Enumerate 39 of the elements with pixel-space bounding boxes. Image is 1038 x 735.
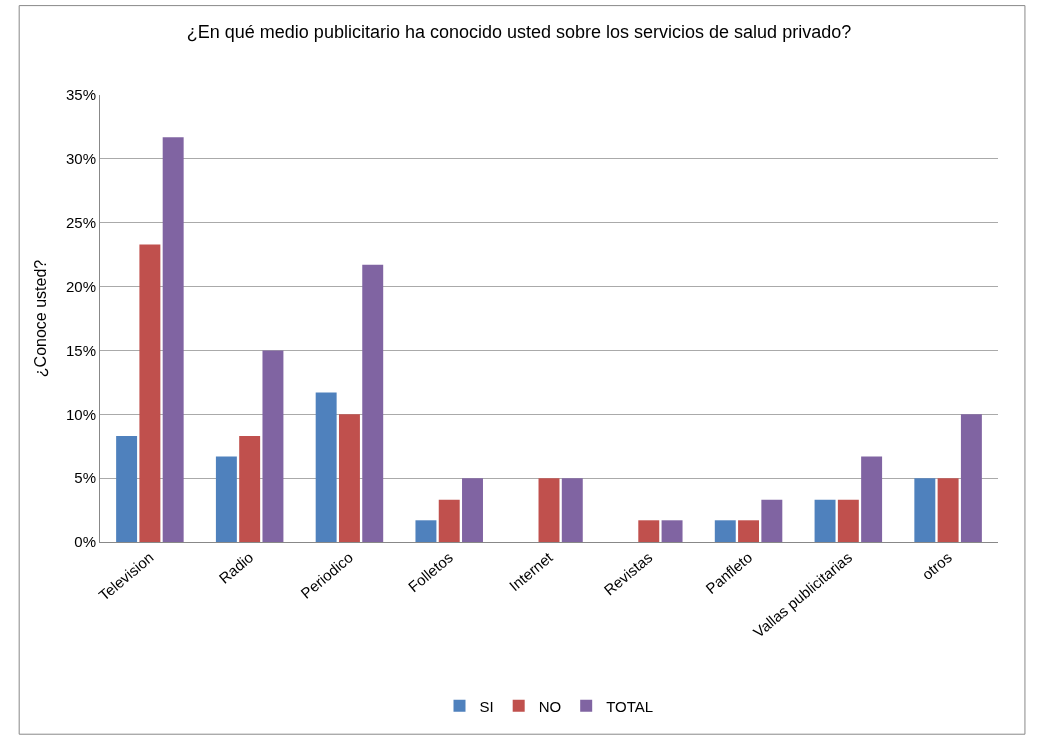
bar — [738, 520, 760, 542]
bar — [937, 478, 959, 542]
chart-title: ¿En qué medio publicitario ha conocido usted sobre los servicios de salud privado? — [186, 22, 852, 43]
y-tick-label: 20% — [65, 277, 96, 295]
bar — [561, 478, 583, 542]
bar — [960, 414, 982, 542]
bar — [215, 456, 237, 542]
y-axis-title: ¿Conoce usted? — [31, 259, 49, 378]
bar — [761, 499, 783, 542]
bar — [116, 436, 138, 542]
bar — [262, 350, 284, 542]
x-tick-label: otros — [918, 548, 955, 583]
bar — [638, 520, 660, 542]
legend-label: NO — [538, 697, 562, 715]
bar — [162, 137, 184, 542]
bar — [914, 478, 936, 542]
bar — [362, 264, 384, 542]
bar — [415, 520, 437, 542]
y-tick-label: 35% — [65, 86, 96, 104]
y-tick-label: 30% — [65, 150, 96, 168]
bar — [338, 414, 360, 542]
bar — [538, 478, 560, 542]
y-tick-label: 5% — [74, 469, 96, 487]
legend-label: SI — [479, 697, 494, 715]
bar — [837, 499, 859, 542]
y-tick-label: 25% — [65, 213, 96, 231]
bar — [438, 499, 460, 542]
bar — [661, 520, 683, 542]
y-tick-label: 15% — [65, 341, 96, 359]
legend-label: TOTAL — [606, 697, 654, 715]
bar — [714, 520, 736, 542]
bar — [861, 456, 883, 542]
y-tick-label: 10% — [65, 405, 96, 423]
bar — [814, 499, 836, 542]
bar — [139, 244, 161, 542]
bar — [315, 392, 337, 542]
y-tick-label: 0% — [74, 533, 96, 551]
bar — [239, 436, 261, 542]
bar — [462, 478, 483, 542]
